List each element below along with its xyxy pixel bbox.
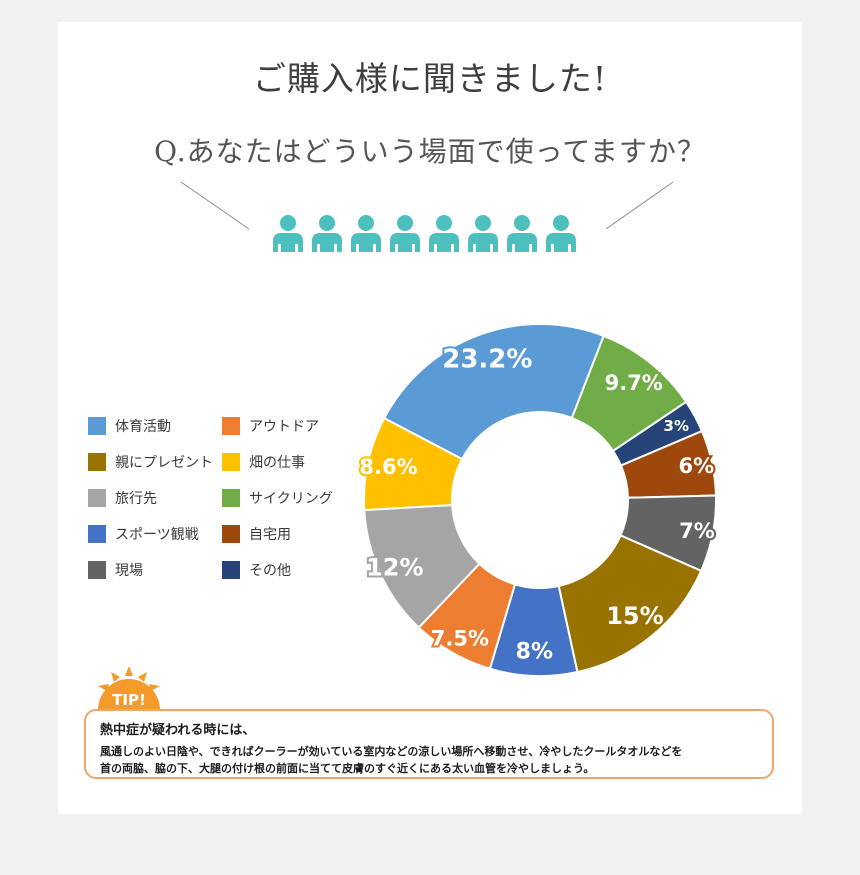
tip-heading: 熱中症が疑われる時には、	[100, 723, 256, 738]
person-icon	[468, 215, 498, 252]
legend-item: 自宅用	[222, 524, 291, 544]
person-icon	[273, 215, 303, 252]
legend-item: アウトドア	[222, 416, 319, 436]
person-icon	[507, 215, 537, 252]
legend-label: スポーツ観戦	[115, 527, 199, 543]
legend-swatch	[222, 525, 240, 543]
legend-item: サイクリング	[222, 488, 333, 508]
legend-label: 旅行先	[115, 491, 157, 507]
tip-line-1: 風通しのよい日陰や、できればクーラーが効いている室内などの涼しい場所へ移動させ、…	[100, 745, 683, 758]
speech-lines	[180, 181, 674, 230]
slice-data-label: 7.5%	[431, 627, 489, 651]
legend-swatch	[222, 489, 240, 507]
legend-label: 自宅用	[249, 527, 291, 543]
person-icon	[390, 215, 420, 252]
legend-swatch	[88, 489, 106, 507]
donut-slice	[363, 416, 464, 512]
slice-data-label: 15%	[606, 602, 663, 630]
donut-slice	[382, 323, 605, 461]
slice-data-label: 8%	[516, 639, 553, 664]
donut-chart: 23.2% 9.7% 3% 6% 7% 15% 8% 7.5% 12% 8.6%	[357, 323, 717, 677]
donut-slice	[557, 534, 703, 674]
legend-item: 体育活動	[88, 416, 171, 436]
legend-item: その他	[222, 560, 291, 580]
legend-item: 旅行先	[88, 488, 157, 508]
legend-swatch	[88, 525, 106, 543]
legend-item: 現場	[88, 560, 143, 580]
tip-box: 熱中症が疑われる時には、 風通しのよい日陰や、できればクーラーが効いている室内な…	[84, 709, 774, 779]
legend-item: 親にプレゼント	[88, 452, 213, 472]
slice-data-label: 8.6%	[359, 455, 417, 479]
legend-swatch	[88, 417, 106, 435]
legend-swatch	[88, 561, 106, 579]
legend-item: スポーツ観戦	[88, 524, 199, 544]
tip-body: 風通しのよい日陰や、できればクーラーが効いている室内などの涼しい場所へ移動させ、…	[100, 743, 758, 777]
people-row	[272, 214, 577, 252]
legend-swatch	[222, 453, 240, 471]
person-icon	[546, 215, 576, 252]
slice-data-label: 12%	[366, 553, 423, 581]
legend-swatch	[88, 453, 106, 471]
person-icon	[312, 215, 342, 252]
legend-swatch	[222, 561, 240, 579]
tip-line-2: 首の両脇、脇の下、大腿の付け根の前面に当てて皮膚のすぐ近くにある太い血管を冷やし…	[100, 762, 595, 775]
slice-data-label: 6%	[679, 454, 715, 478]
tip-badge-label: TIP!	[112, 691, 146, 709]
legend-swatch	[222, 417, 240, 435]
legend-label: サイクリング	[249, 491, 333, 507]
survey-question: Q.あなたはどういう場面で使ってますか？	[154, 135, 706, 168]
legend-label: 親にプレゼント	[115, 455, 213, 471]
sunburst-icon: TIP!	[98, 666, 160, 710]
legend-label: 現場	[115, 563, 143, 579]
slice-data-label: 7%	[679, 519, 715, 543]
speech-line-right	[605, 181, 674, 230]
legend-label: アウトドア	[249, 419, 319, 435]
slice-data-label: 23.2%	[442, 345, 532, 375]
slice-data-label: 3%	[664, 417, 689, 435]
person-icon	[429, 215, 459, 252]
slice-data-label: 9.7%	[605, 371, 663, 395]
legend-label: その他	[249, 563, 291, 579]
legend-label: 畑の仕事	[249, 455, 305, 471]
legend-item: 畑の仕事	[222, 452, 305, 472]
legend-label: 体育活動	[115, 419, 171, 435]
page-title: ご購入様に聞きました!	[252, 59, 608, 98]
person-icon	[351, 215, 381, 252]
speech-line-left	[180, 181, 250, 230]
